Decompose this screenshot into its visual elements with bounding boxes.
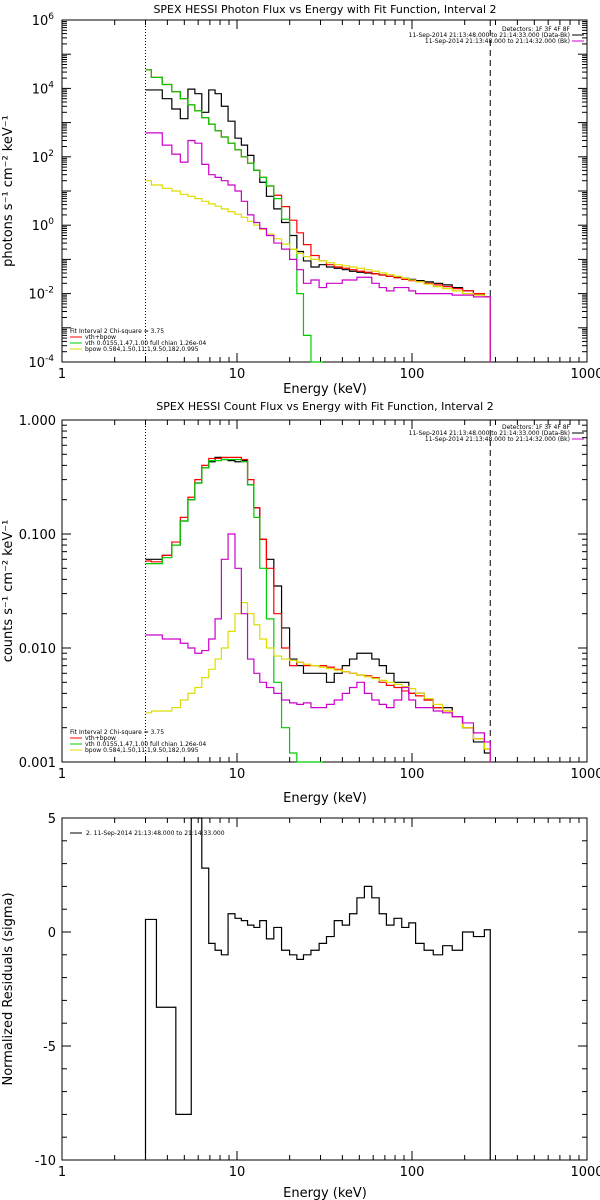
residuals-xlabel: Energy (keV)	[283, 1186, 367, 1200]
count-flux-legend-bottom: Fit Interval 2 Chi-square = 3.75 vth+bpo…	[70, 729, 206, 754]
legend-fit-interval: Fit Interval 2 Chi-square = 3.75	[70, 729, 164, 736]
y-tick-label: 0.100	[19, 528, 56, 543]
y-tick-label: -10	[35, 1154, 56, 1169]
x-tick-label: 10	[229, 767, 246, 782]
y-tick-label-base: 10	[32, 219, 49, 234]
y-tick-label: 0	[48, 926, 56, 941]
x-tick-label: 10	[229, 367, 246, 382]
count-flux-series	[145, 456, 491, 763]
y-tick-label-exp: 2	[48, 149, 54, 159]
legend-detectors: Detectors: 1F 3F 4F 8F	[502, 26, 571, 33]
y-tick-label: 100	[32, 217, 55, 234]
y-tick-label: 104	[32, 80, 55, 97]
count-flux-ylabel: counts s⁻¹ cm⁻² keV⁻¹	[1, 520, 16, 663]
x-tick-label: 1000	[570, 767, 600, 782]
legend-total: vth+bpow	[85, 735, 116, 742]
y-tick-label-base: 10	[28, 356, 45, 371]
y-tick-label-exp: -4	[45, 354, 54, 364]
x-tick-label: 1000	[570, 1165, 600, 1180]
y-tick-label-base: 10	[32, 14, 49, 29]
y-tick-label: 0.010	[19, 642, 56, 657]
legend-detectors: Detectors: 1F 3F 4F 8F	[502, 424, 571, 431]
photon-flux-plot-frame	[61, 19, 588, 363]
y-tick-label: -5	[43, 1040, 56, 1055]
residuals-ticks: 1 10 100 1000 -10 -5 0 5	[35, 812, 600, 1180]
series-line-data	[145, 456, 491, 762]
photon-flux-panel: SPEX HESSI Photon Flux vs Energy with Fi…	[1, 3, 600, 397]
series-line-bpow	[145, 602, 491, 762]
photon-flux-fit-range	[144, 20, 491, 362]
photon-flux-xlabel: Energy (keV)	[283, 382, 367, 397]
x-tick-label: 1000	[570, 367, 600, 382]
residuals-panel: 1 10 100 1000 -10 -5 0 5 Energy (keV) Normalize…	[1, 812, 600, 1200]
legend-bpow: bpow 0.584,1.50,11.1,9.50,182,0.995	[85, 747, 199, 754]
x-tick-label: 1	[58, 1165, 66, 1180]
series-line-total	[145, 69, 491, 362]
legend-residual: 2. 11-Sep-2014 21:13:48.000 to 21:14:33.…	[86, 830, 225, 837]
legend-bpow: bpow 0.584,1.50,11.1,9.50,182,0.995	[85, 346, 199, 353]
series-line-bg	[145, 132, 491, 362]
residuals-plot-frame	[61, 817, 588, 1161]
count-flux-legend-top: Detectors: 1F 3F 4F 8F 11-Sep-2014 21:13…	[409, 424, 584, 443]
y-tick-label: 0.001	[19, 756, 56, 771]
y-tick-label: 106	[32, 12, 55, 29]
x-tick-label: 1	[58, 767, 66, 782]
x-tick-label: 100	[400, 1165, 425, 1180]
series-line-bpow	[145, 180, 491, 362]
y-tick-label-base: 10	[32, 151, 49, 166]
legend-vth: vth 0.0155,1.47,1.00 full chian 1.26e-04	[85, 340, 206, 347]
y-tick-label: 5	[48, 812, 56, 827]
y-tick-label: 102	[32, 149, 54, 166]
residuals-legend: 2. 11-Sep-2014 21:13:48.000 to 21:14:33.…	[70, 830, 225, 837]
y-tick-label-base: 10	[28, 288, 45, 303]
legend-data-bk: 11-Sep-2014 21:13:48.000 to 21:14:33.000…	[409, 32, 570, 39]
legend-total: vth+bpow	[85, 334, 116, 341]
series-line-total	[145, 456, 491, 762]
y-tick-label: 1.000	[19, 414, 56, 429]
y-tick-label-exp: 0	[48, 217, 54, 227]
y-tick-label-exp: 6	[48, 12, 54, 22]
y-tick-label-base: 10	[32, 82, 49, 97]
count-flux-title: SPEX HESSI Count Flux vs Energy with Fit…	[156, 400, 493, 413]
photon-flux-title: SPEX HESSI Photon Flux vs Energy with Fi…	[153, 3, 496, 16]
y-tick-label: 10-4	[28, 354, 54, 371]
count-flux-ticks: 1 10 100 1000 0.001 0.010 0.100 1.000	[19, 414, 600, 782]
x-tick-label: 100	[400, 767, 425, 782]
residuals-ylabel: Normalized Residuals (sigma)	[1, 892, 16, 1085]
legend-data-bk: 11-Sep-2014 21:13:48.000 to 21:14:33.000…	[409, 430, 570, 437]
series-line-data	[145, 88, 491, 362]
legend-bk: 11-Sep-2014 21:13:48.000 to 21:14:32.000…	[425, 436, 570, 443]
y-tick-label: 10-2	[28, 286, 54, 303]
y-tick-label-exp: 4	[48, 80, 54, 90]
y-tick-label-exp: -2	[45, 286, 54, 296]
series-line-bg	[145, 533, 491, 762]
photon-flux-series	[145, 69, 491, 363]
legend-vth: vth 0.0155,1.47,1.00 full chian 1.26e-04	[85, 741, 206, 748]
x-tick-label: 10	[229, 1165, 246, 1180]
count-flux-panel: SPEX HESSI Count Flux vs Energy with Fit…	[1, 400, 600, 806]
count-flux-plot-frame	[61, 419, 588, 763]
residuals-series	[144, 817, 491, 1160]
series-line-data	[144, 817, 491, 1160]
legend-fit-interval: Fit Interval 2 Chi-square = 3.75	[70, 328, 164, 335]
legend-bk: 11-Sep-2014 21:13:48.000 to 21:14:32.000…	[425, 38, 570, 45]
series-line-vth	[145, 458, 323, 763]
x-tick-label: 1	[58, 367, 66, 382]
photon-flux-legend-top: Detectors: 1F 3F 4F 8F 11-Sep-2014 21:13…	[409, 26, 584, 45]
count-flux-xlabel: Energy (keV)	[283, 791, 367, 806]
x-tick-label: 100	[400, 367, 425, 382]
series-line-vth	[145, 69, 323, 363]
count-flux-fit-range	[144, 420, 491, 762]
photon-flux-ylabel: photons s⁻¹ cm⁻² keV⁻¹	[1, 115, 16, 267]
photon-flux-legend-bottom: Fit Interval 2 Chi-square = 3.75 vth+bpo…	[70, 328, 206, 353]
